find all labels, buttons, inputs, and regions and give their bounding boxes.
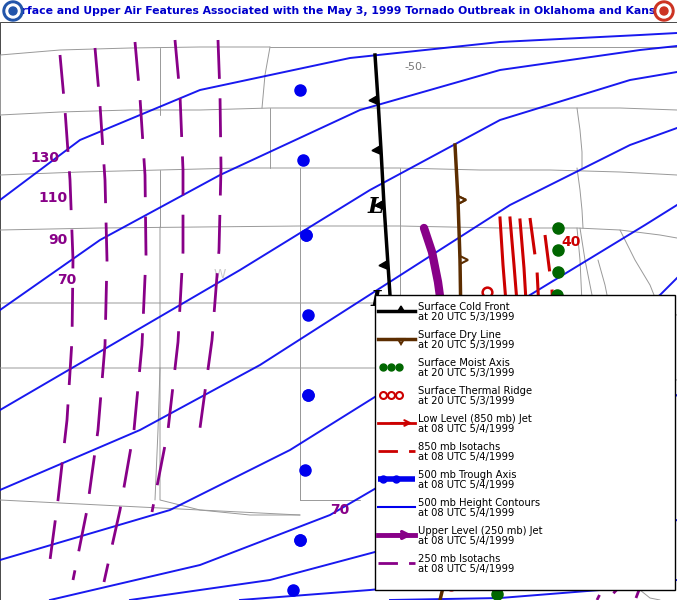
Circle shape <box>3 1 23 21</box>
Circle shape <box>6 4 20 18</box>
Text: at 08 UTC 5/4/1999: at 08 UTC 5/4/1999 <box>418 452 515 462</box>
Text: at 08 UTC 5/4/1999: at 08 UTC 5/4/1999 <box>418 508 515 518</box>
Polygon shape <box>372 146 381 154</box>
Polygon shape <box>383 320 392 329</box>
Text: W: W <box>214 269 226 281</box>
Text: Surface Thermal Ridge: Surface Thermal Ridge <box>418 386 532 396</box>
Circle shape <box>657 4 671 18</box>
Text: 500 mb Trough Axis: 500 mb Trough Axis <box>418 470 517 480</box>
Text: at 20 UTC 5/3/1999: at 20 UTC 5/3/1999 <box>418 340 515 350</box>
Text: Surface and Upper Air Features Associated with the May 3, 1999 Tornado Outbreak : Surface and Upper Air Features Associate… <box>7 6 670 16</box>
Polygon shape <box>388 380 397 389</box>
Text: 850 mb Isotachs: 850 mb Isotachs <box>418 442 500 452</box>
Polygon shape <box>393 476 402 484</box>
Text: 250 mb Isotachs: 250 mb Isotachs <box>418 554 500 564</box>
Text: Surface Moist Axis: Surface Moist Axis <box>418 358 510 368</box>
Polygon shape <box>383 320 392 329</box>
Polygon shape <box>379 260 389 269</box>
Circle shape <box>654 1 674 21</box>
Polygon shape <box>391 431 400 439</box>
Polygon shape <box>375 200 385 209</box>
Text: 500 mb Height Contours: 500 mb Height Contours <box>418 498 540 508</box>
Text: 70: 70 <box>330 503 349 517</box>
Text: at 20 UTC 5/3/1999: at 20 UTC 5/3/1999 <box>418 368 515 378</box>
Text: at 08 UTC 5/4/1999: at 08 UTC 5/4/1999 <box>418 424 515 434</box>
Text: 90: 90 <box>48 233 67 247</box>
Polygon shape <box>398 306 404 311</box>
Text: Surface Cold Front: Surface Cold Front <box>418 302 510 312</box>
Text: at 20 UTC 5/3/1999: at 20 UTC 5/3/1999 <box>418 312 515 322</box>
Bar <box>375 295 675 590</box>
Text: Low Level (850 mb) Jet: Low Level (850 mb) Jet <box>418 414 531 424</box>
Text: Surface Dry Line: Surface Dry Line <box>418 330 501 340</box>
Bar <box>0 0 677 22</box>
Text: 130: 130 <box>30 151 59 165</box>
Polygon shape <box>369 95 378 104</box>
Text: 70: 70 <box>57 273 77 287</box>
Text: L: L <box>370 289 386 311</box>
Text: at 08 UTC 5/4/1999: at 08 UTC 5/4/1999 <box>418 536 515 546</box>
Circle shape <box>660 7 668 15</box>
Text: -50-: -50- <box>404 62 426 72</box>
Text: at 08 UTC 5/4/1999: at 08 UTC 5/4/1999 <box>418 564 515 574</box>
Circle shape <box>9 7 17 15</box>
Text: at 08 UTC 5/4/1999: at 08 UTC 5/4/1999 <box>418 480 515 490</box>
Text: L: L <box>367 196 383 218</box>
Text: Upper Level (250 mb) Jet: Upper Level (250 mb) Jet <box>418 526 542 536</box>
Polygon shape <box>375 200 385 209</box>
Polygon shape <box>393 476 402 484</box>
Text: 110: 110 <box>38 191 67 205</box>
Text: at 20 UTC 5/3/1999: at 20 UTC 5/3/1999 <box>418 396 515 406</box>
Text: 40: 40 <box>561 235 581 249</box>
